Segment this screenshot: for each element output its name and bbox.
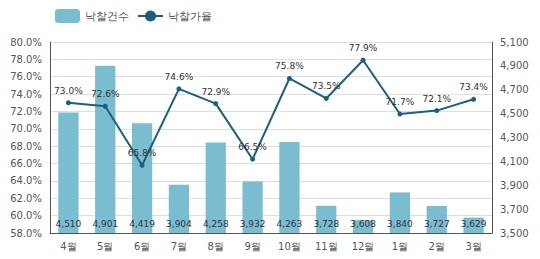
svg-text:58.0%: 58.0% <box>10 228 42 239</box>
svg-text:60.0%: 60.0% <box>10 210 42 221</box>
svg-text:72.0%: 72.0% <box>10 106 42 117</box>
svg-text:4,263: 4,263 <box>277 219 303 229</box>
svg-text:4,500: 4,500 <box>500 108 529 119</box>
svg-text:74.0%: 74.0% <box>10 89 42 100</box>
svg-text:3,840: 3,840 <box>387 219 413 229</box>
svg-text:12월: 12월 <box>352 241 375 252</box>
svg-text:4,700: 4,700 <box>500 84 529 95</box>
svg-text:낙찰건수: 낙찰건수 <box>85 10 129 23</box>
svg-text:72.9%: 72.9% <box>201 87 230 97</box>
svg-text:68.0%: 68.0% <box>10 141 42 152</box>
svg-text:7월: 7월 <box>171 241 187 252</box>
svg-text:3,900: 3,900 <box>500 180 529 191</box>
svg-text:3,727: 3,727 <box>424 219 450 229</box>
svg-text:낙찰가율: 낙찰가율 <box>168 10 212 23</box>
svg-text:11월: 11월 <box>315 241 338 252</box>
svg-text:3월: 3월 <box>465 241 481 252</box>
svg-text:78.0%: 78.0% <box>10 54 42 65</box>
svg-text:66.0%: 66.0% <box>10 158 42 169</box>
svg-text:73.4%: 73.4% <box>459 82 488 92</box>
svg-text:2월: 2월 <box>429 241 445 252</box>
svg-text:4월: 4월 <box>60 241 76 252</box>
svg-text:4,419: 4,419 <box>129 219 155 229</box>
svg-text:3,608: 3,608 <box>350 219 376 229</box>
svg-text:65.8%: 65.8% <box>128 148 157 158</box>
svg-text:4,901: 4,901 <box>92 219 118 229</box>
svg-text:74.6%: 74.6% <box>165 72 194 82</box>
svg-text:5,100: 5,100 <box>500 37 529 48</box>
svg-text:6월: 6월 <box>134 241 150 252</box>
svg-text:4,510: 4,510 <box>56 219 82 229</box>
svg-text:9월: 9월 <box>244 241 260 252</box>
svg-text:4,100: 4,100 <box>500 156 529 167</box>
svg-text:5월: 5월 <box>97 241 113 252</box>
svg-text:75.8%: 75.8% <box>275 61 304 71</box>
svg-text:4,300: 4,300 <box>500 132 529 143</box>
svg-text:3,932: 3,932 <box>240 219 266 229</box>
svg-text:4,258: 4,258 <box>203 219 229 229</box>
svg-text:73.5%: 73.5% <box>312 81 341 91</box>
svg-text:73.0%: 73.0% <box>54 86 83 96</box>
svg-text:62.0%: 62.0% <box>10 193 42 204</box>
svg-text:1월: 1월 <box>392 241 408 252</box>
svg-text:70.0%: 70.0% <box>10 123 42 134</box>
svg-text:72.6%: 72.6% <box>91 89 120 99</box>
svg-text:8월: 8월 <box>208 241 224 252</box>
svg-text:3,500: 3,500 <box>500 228 529 239</box>
svg-text:66.5%: 66.5% <box>238 142 267 152</box>
svg-text:64.0%: 64.0% <box>10 175 42 186</box>
svg-text:77.9%: 77.9% <box>349 43 378 53</box>
svg-text:72.1%: 72.1% <box>422 94 451 104</box>
svg-text:3,629: 3,629 <box>461 219 487 229</box>
svg-text:76.0%: 76.0% <box>10 71 42 82</box>
svg-text:3,904: 3,904 <box>166 219 192 229</box>
svg-text:3,700: 3,700 <box>500 204 529 215</box>
svg-text:71.7%: 71.7% <box>386 97 415 107</box>
svg-text:4,900: 4,900 <box>500 60 529 71</box>
svg-text:3,728: 3,728 <box>313 219 339 229</box>
svg-text:10월: 10월 <box>278 241 301 252</box>
svg-text:80.0%: 80.0% <box>10 37 42 48</box>
